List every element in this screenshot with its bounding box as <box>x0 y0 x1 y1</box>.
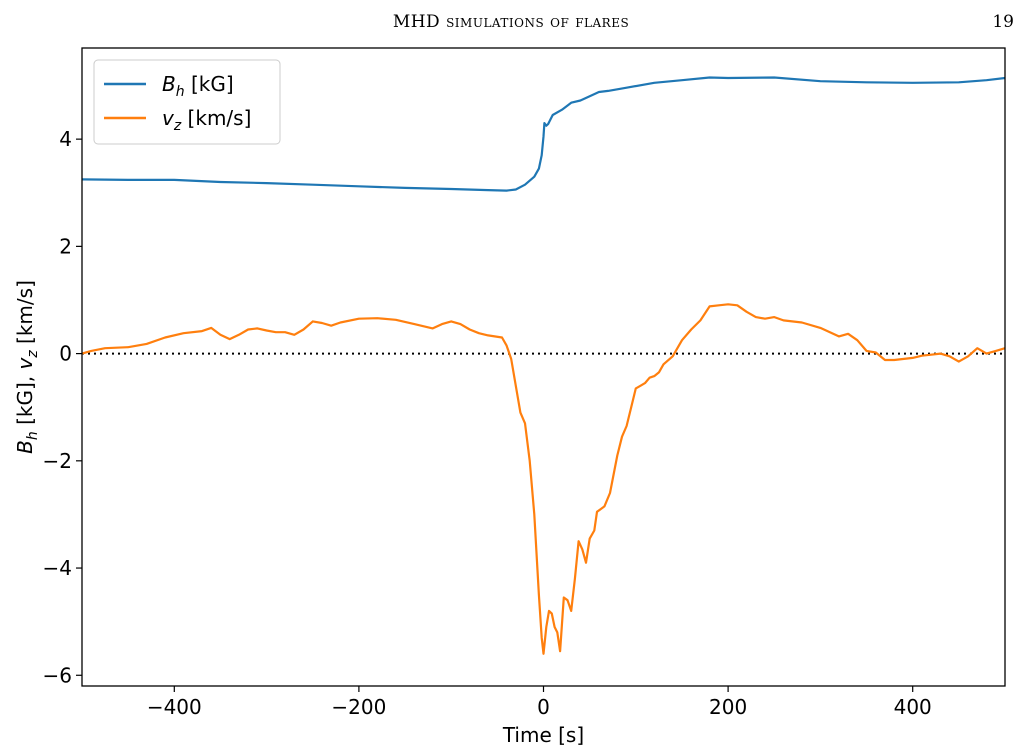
y-tick-label: 4 <box>59 127 72 151</box>
legend-box <box>93 59 281 145</box>
y-tick-label: −6 <box>43 663 72 687</box>
y-axis-label: Bh [kG], vz [km/s] <box>13 280 41 454</box>
y-tick-label: −4 <box>43 556 72 580</box>
x-tick-label: 400 <box>894 695 932 719</box>
x-tick-label: −200 <box>331 695 386 719</box>
series-line-vz <box>81 303 1006 655</box>
y-tick-label: −2 <box>43 449 72 473</box>
x-axis-label: Time [s] <box>502 723 584 747</box>
legend: Bh [kG] vz [km/s] <box>93 59 281 145</box>
legend-label-bh: Bh [kG] <box>162 72 234 100</box>
y-tick-label: 0 <box>59 342 72 366</box>
x-tick-label: 0 <box>537 695 550 719</box>
x-tick-label: 200 <box>709 695 747 719</box>
x-tick-label: −400 <box>147 695 202 719</box>
legend-label-vz: vz [km/s] <box>162 106 251 134</box>
page-number: 19 <box>992 12 1014 32</box>
y-tick-label: 2 <box>59 234 72 258</box>
series-line-bh <box>81 76 1006 192</box>
page-header: MHD simulations of flares 19 <box>0 0 1022 44</box>
running-title: MHD simulations of flares <box>392 12 630 32</box>
